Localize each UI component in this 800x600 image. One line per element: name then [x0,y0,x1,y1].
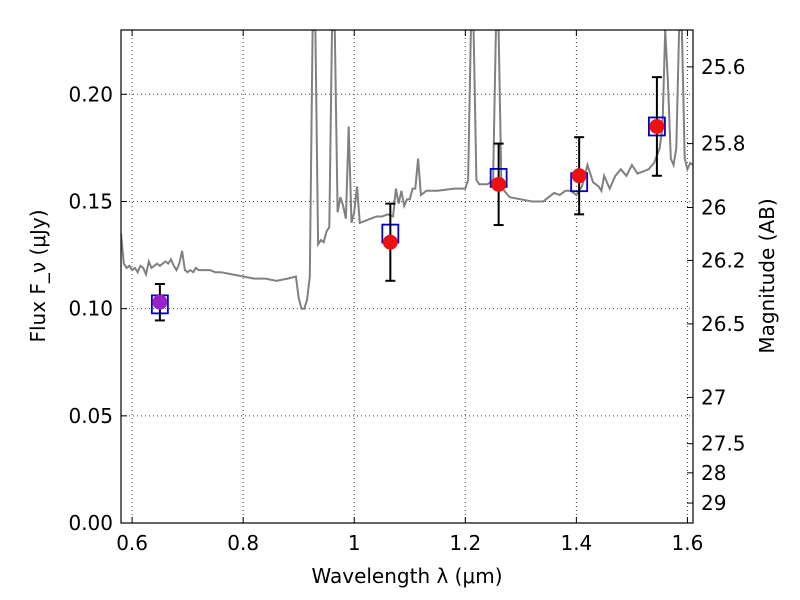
y-tick-label: 0.10 [68,297,113,321]
right-axis-label: Magnitude (AB) [755,198,779,353]
y-tick-label: 0.00 [68,511,113,535]
x-tick-label: 1.4 [560,531,592,555]
y-tick-label: 0.20 [68,82,113,106]
observed-photometry-points [152,118,665,310]
right-tick-label: 27.5 [701,432,746,456]
observed-photometry-point [571,168,587,184]
y-axis-label: Flux F_ν (μJy) [26,209,50,342]
observed-photometry-point [382,234,398,250]
x-tick-label: 1.6 [672,531,704,555]
grid [121,30,693,523]
right-tick-label: 29 [701,491,726,515]
x-axis-ticks: 0.6 0.8 1 1.2 1.4 1.6 [116,30,703,555]
right-tick-label: 26 [701,195,726,219]
y-axis-ticks: 0.00 0.05 0.10 0.15 0.20 [68,82,127,535]
y-tick-label: 0.15 [68,189,113,213]
x-tick-label: 0.6 [116,531,148,555]
model-spectrum-line [121,30,693,310]
right-tick-label: 25.8 [701,132,746,156]
x-axis-label: Wavelength λ (μm) [311,564,502,588]
right-tick-label: 26.5 [701,312,746,336]
x-tick-label: 1.2 [449,531,481,555]
observed-photometry-point [152,294,168,310]
right-tick-label: 28 [701,461,726,485]
plot-area [121,30,693,322]
right-tick-label: 26.2 [701,248,746,272]
x-tick-label: 0.8 [227,531,259,555]
x-tick-label: 1 [348,531,361,555]
right-tick-label: 25.6 [701,55,746,79]
observed-photometry-point [649,118,665,134]
right-tick-label: 27 [701,385,726,409]
observed-photometry-point [491,176,507,192]
plot-frame [120,29,694,524]
right-axis-ticks: 25.6 25.8 26 26.2 26.5 27 27.5 28 29 [687,55,746,515]
y-tick-label: 0.05 [68,404,113,428]
